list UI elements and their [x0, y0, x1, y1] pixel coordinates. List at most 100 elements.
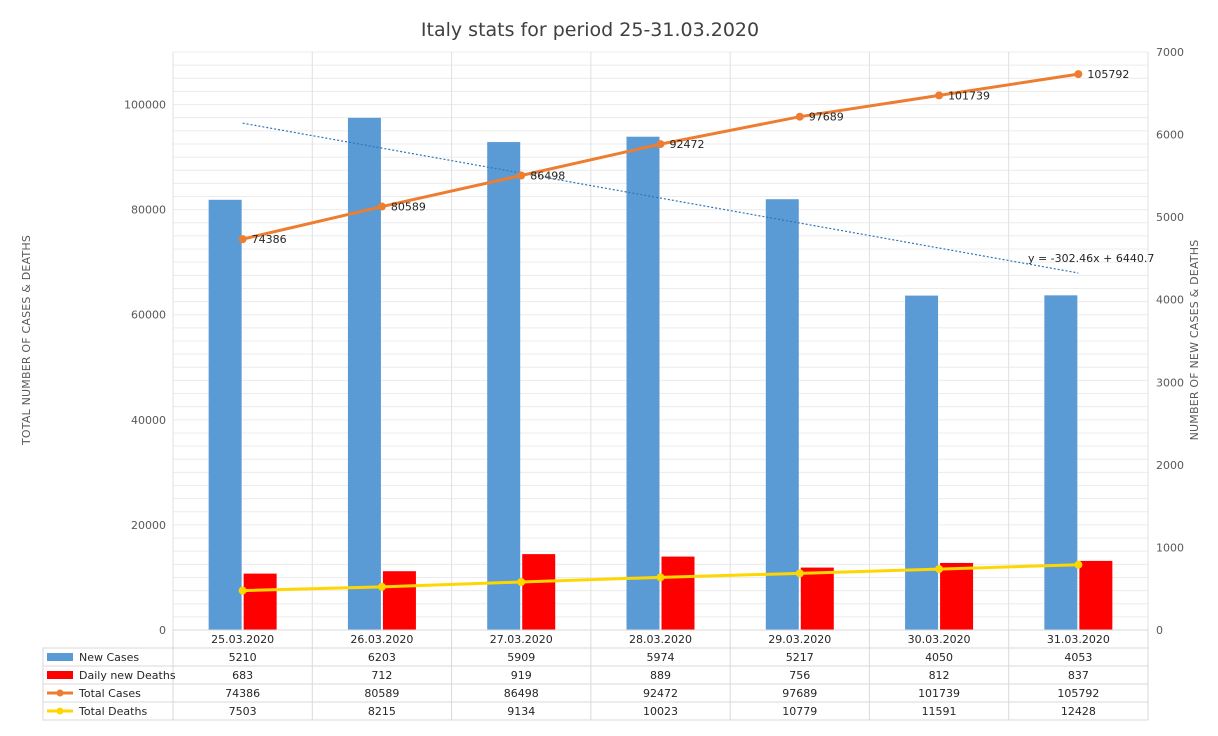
- point-total-cases-6: [935, 91, 944, 100]
- table-cell-total-cases-2: 80589: [364, 687, 399, 700]
- trendline-equation-label: y = -302.46x + 6440.7: [1028, 252, 1154, 265]
- bar-new-cases-5: [765, 199, 799, 630]
- y-tick-left-0: 0: [159, 624, 166, 637]
- point-total-cases-1: [238, 235, 247, 244]
- table-cell-new-cases-3: 5909: [507, 651, 535, 664]
- table-cell-new-cases-4: 5974: [647, 651, 675, 664]
- table-cell-total-deaths-2: 8215: [368, 705, 396, 718]
- data-label-total-cases-5: 97689: [809, 111, 844, 124]
- y-axis-title-right: NUMBER OF NEW CASES & DEATHS: [1188, 240, 1201, 441]
- table-cell-new-cases-1: 5210: [229, 651, 257, 664]
- category-label-2: 26.03.2020: [350, 633, 413, 646]
- table-cell-daily-new-deaths-5: 756: [789, 669, 810, 682]
- table-cell-daily-new-deaths-2: 712: [371, 669, 392, 682]
- y-tick-left-60000: 60000: [131, 309, 166, 322]
- y-tick-right-2000: 2000: [1156, 459, 1184, 472]
- y-tick-left-80000: 80000: [131, 204, 166, 217]
- table-cell-total-deaths-7: 12428: [1061, 705, 1096, 718]
- point-total-cases-3: [517, 171, 526, 180]
- bar-new-cases-3: [487, 142, 521, 630]
- table-cell-total-deaths-3: 9134: [507, 705, 535, 718]
- point-total-deaths-3: [517, 578, 526, 587]
- point-total-cases-4: [656, 140, 665, 149]
- point-total-cases-2: [377, 202, 386, 211]
- table-cell-daily-new-deaths-3: 919: [511, 669, 532, 682]
- data-label-total-cases-4: 92472: [670, 138, 705, 151]
- legend-label-total-cases: Total Cases: [78, 687, 141, 700]
- table-cell-daily-new-deaths-1: 683: [232, 669, 253, 682]
- y-tick-left-20000: 20000: [131, 519, 166, 532]
- lines: [238, 70, 1083, 595]
- y-tick-right-5000: 5000: [1156, 211, 1184, 224]
- data-table: 25.03.2020 26.03.2020 27.03.2020 28.03.2020…: [42, 629, 1149, 721]
- y-tick-left-40000: 40000: [131, 414, 166, 427]
- y-tick-right-1000: 1000: [1156, 541, 1184, 554]
- category-label-5: 29.03.2020: [768, 633, 831, 646]
- bar-daily-new-deaths-3: [522, 554, 556, 630]
- bar-new-cases-6: [905, 295, 939, 630]
- table-cell-daily-new-deaths-7: 837: [1068, 669, 1089, 682]
- bar-new-cases-2: [347, 117, 381, 630]
- legend-label-daily-new-deaths: Daily new Deaths: [79, 669, 176, 682]
- y-tick-right-0: 0: [1156, 624, 1163, 637]
- y-tick-right-4000: 4000: [1156, 294, 1184, 307]
- point-total-deaths-5: [795, 569, 804, 578]
- grid: [172, 51, 1149, 631]
- table-cell-total-deaths-1: 7503: [229, 705, 257, 718]
- category-label-3: 27.03.2020: [490, 633, 553, 646]
- category-label-7: 31.03.2020: [1047, 633, 1110, 646]
- trendline-new-cases: [242, 122, 1079, 274]
- table-cell-total-cases-1: 74386: [225, 687, 260, 700]
- point-total-cases-5: [795, 112, 804, 121]
- chart-title: Italy stats for period 25-31.03.2020: [421, 19, 759, 41]
- legend-key-new-cases: [47, 653, 73, 661]
- table-cell-total-cases-5: 97689: [782, 687, 817, 700]
- point-total-deaths-4: [656, 573, 665, 582]
- y-tick-right-7000: 7000: [1156, 46, 1184, 59]
- point-total-deaths-7: [1074, 560, 1083, 569]
- data-label-total-cases-3: 86498: [530, 169, 565, 182]
- bar-new-cases-1: [208, 199, 242, 630]
- bar-new-cases-7: [1044, 295, 1078, 630]
- point-total-deaths-1: [238, 586, 247, 595]
- y-axis-title-left: TOTAL NUMBER OF CASES & DEATHS: [20, 235, 33, 446]
- legend-label-total-deaths: Total Deaths: [78, 705, 147, 718]
- y-tick-left-100000: 100000: [124, 99, 166, 112]
- table-cell-new-cases-6: 4050: [925, 651, 953, 664]
- table-cell-new-cases-2: 6203: [368, 651, 396, 664]
- bar-daily-new-deaths-2: [382, 571, 416, 630]
- data-label-total-cases-7: 105792: [1087, 68, 1129, 81]
- data-label-total-cases-1: 74386: [252, 233, 287, 246]
- table-cell-new-cases-5: 5217: [786, 651, 814, 664]
- category-label-1: 25.03.2020: [211, 633, 274, 646]
- point-total-deaths-2: [377, 582, 386, 591]
- legend-key-marker-total-cases: [56, 689, 64, 697]
- data-label-total-cases-2: 80589: [391, 201, 426, 214]
- table-cell-total-deaths-4: 10023: [643, 705, 678, 718]
- y-tick-right-3000: 3000: [1156, 376, 1184, 389]
- legend-key-daily-new-deaths: [47, 671, 73, 679]
- bar-daily-new-deaths-6: [940, 562, 974, 630]
- bar-daily-new-deaths-7: [1079, 560, 1113, 630]
- table-cell-total-deaths-6: 11591: [922, 705, 957, 718]
- table-cell-daily-new-deaths-4: 889: [650, 669, 671, 682]
- bar-new-cases-4: [626, 136, 660, 630]
- legend-key-marker-total-deaths: [56, 707, 64, 715]
- table-cell-total-deaths-5: 10779: [782, 705, 817, 718]
- point-total-cases-7: [1074, 70, 1083, 79]
- data-label-total-cases-6: 101739: [948, 89, 990, 102]
- table-cell-total-cases-6: 101739: [918, 687, 960, 700]
- table-cell-total-cases-3: 86498: [504, 687, 539, 700]
- bar-daily-new-deaths-5: [800, 567, 834, 630]
- trendline: y = -302.46x + 6440.7: [242, 122, 1154, 274]
- category-label-6: 30.03.2020: [908, 633, 971, 646]
- point-total-deaths-6: [935, 565, 944, 574]
- table-cell-new-cases-7: 4053: [1064, 651, 1092, 664]
- category-label-4: 28.03.2020: [629, 633, 692, 646]
- bar-daily-new-deaths-4: [661, 556, 695, 630]
- table-cell-total-cases-4: 92472: [643, 687, 678, 700]
- data-labels: 74386 80589 86498 92472 97689 101739 105792: [252, 68, 1130, 246]
- y-tick-right-6000: 6000: [1156, 129, 1184, 142]
- table-cell-total-cases-7: 105792: [1057, 687, 1099, 700]
